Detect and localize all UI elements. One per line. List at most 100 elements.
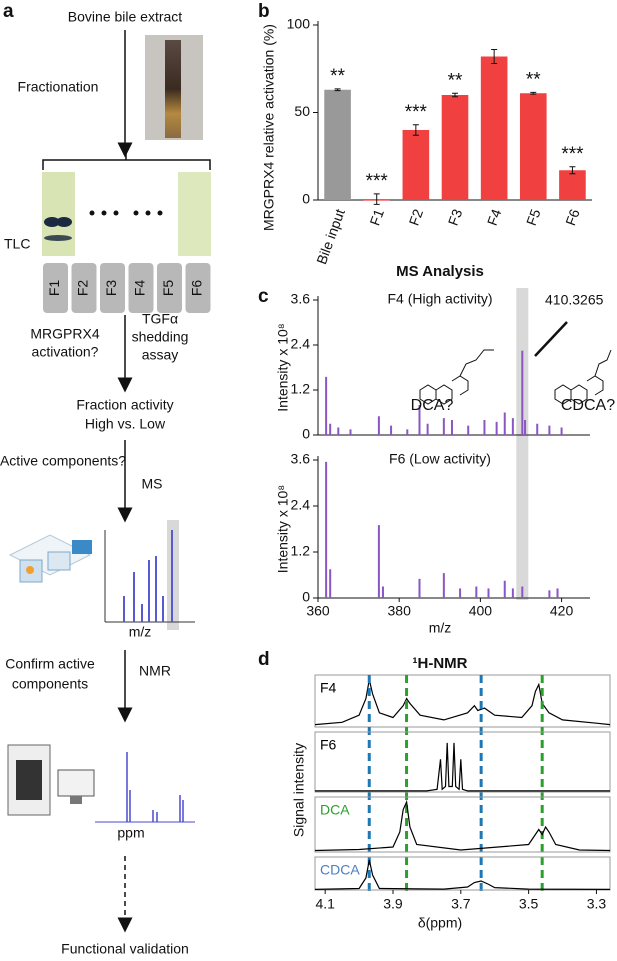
- bar: [324, 89, 351, 200]
- panel-label: c: [258, 286, 269, 307]
- y-axis-label: Intensity x 10⁸: [275, 323, 291, 411]
- nmr-trace: [315, 742, 610, 792]
- error-bar: [373, 193, 380, 205]
- error-bar: [530, 91, 537, 95]
- bar: [441, 95, 469, 200]
- y-tick-label: 1.2: [291, 543, 311, 559]
- annotation: CDCA?: [561, 397, 615, 414]
- x-tick-label: F1: [366, 207, 387, 228]
- tlc-plate: [178, 172, 211, 256]
- tlc-spot: [44, 235, 72, 241]
- x-tick-label: F3: [445, 207, 466, 228]
- fraction-label: F4: [132, 280, 148, 297]
- nmr-trace: [314, 859, 611, 890]
- question: MRGPRX4: [30, 326, 99, 342]
- error-bar: [334, 88, 341, 92]
- y-tick-label: 50: [294, 103, 310, 119]
- fraction-box: [43, 263, 68, 313]
- axis-label: m/z: [129, 624, 152, 640]
- significance: **: [448, 70, 463, 91]
- bar: [402, 130, 430, 200]
- ms-instrument: [8, 534, 92, 583]
- x-axis-label: m/z: [429, 620, 452, 636]
- step: Fractionation: [18, 79, 99, 95]
- y-tick-label: 0: [302, 426, 310, 442]
- structures: [419, 321, 612, 405]
- significance: ***: [366, 171, 389, 192]
- y-tick-label: 3.6: [291, 451, 311, 467]
- x-tick-label: Bile input: [313, 207, 348, 267]
- nmr-trace: [314, 679, 611, 726]
- fraction-label: F2: [75, 280, 91, 297]
- annotation: DCA?: [411, 397, 454, 414]
- tlc-spot: [44, 217, 60, 227]
- bar: [480, 56, 508, 200]
- panel-frame: [314, 731, 611, 793]
- trace-label: CDCA: [320, 862, 360, 878]
- fraction-box: [71, 263, 97, 313]
- mini-spectrum: [104, 520, 195, 630]
- assay: shedding: [132, 329, 189, 345]
- trace-label: F4: [320, 680, 337, 696]
- panel-a: a Bovine bile extract Fractionation TLC …: [0, 1, 211, 957]
- panel-title: F4 (High activity): [387, 291, 492, 307]
- fraction-box: [157, 263, 182, 313]
- method: NMR: [139, 663, 171, 679]
- x-tick-label: F4: [484, 207, 505, 228]
- x-tick-label: F6: [562, 207, 583, 228]
- significance: ***: [561, 144, 584, 165]
- ellipsis: [89, 210, 163, 216]
- x-tick-label: F2: [406, 207, 427, 228]
- x-tick-label: 4.1: [315, 896, 335, 912]
- y-tick-label: 2.4: [291, 336, 311, 352]
- bar: [519, 93, 547, 200]
- question: Confirm active: [5, 656, 95, 672]
- trace-label: DCA: [320, 802, 350, 818]
- error-bar: [491, 49, 498, 64]
- fraction-box: [100, 263, 125, 313]
- mini-nmr: [95, 752, 195, 823]
- bracket: [42, 153, 211, 170]
- chart-title: MS Analysis: [396, 263, 484, 280]
- result: High vs. Low: [85, 416, 166, 432]
- error-bar: [569, 166, 576, 175]
- x-tick-label: F5: [523, 207, 544, 228]
- error-bar: [412, 124, 419, 136]
- source: Bovine bile extract: [68, 9, 183, 25]
- y-tick-label: 1.2: [291, 381, 311, 397]
- y-tick-label: 0: [302, 191, 310, 207]
- x-axis-label: δ(ppm): [418, 915, 462, 931]
- panel-label: a: [3, 1, 14, 22]
- y-tick-label: 100: [287, 16, 311, 32]
- tlc-label: TLC: [4, 236, 30, 252]
- tlc-plate: [42, 172, 75, 256]
- panel-frame: [314, 856, 611, 891]
- method: MS: [142, 476, 163, 492]
- panel-frame: [314, 796, 611, 853]
- axis-label: ppm: [117, 825, 144, 841]
- panel-frame: [314, 674, 611, 728]
- nmr-trace: [314, 799, 611, 852]
- highlight-band: [516, 288, 529, 600]
- result: Fraction activity: [76, 397, 173, 413]
- chart-title: ¹H-NMR: [413, 655, 468, 672]
- x-tick-label: 380: [388, 603, 412, 619]
- annotation: 410.3265: [545, 292, 604, 308]
- trace-label: F6: [320, 737, 337, 753]
- fraction-label: F5: [160, 280, 176, 297]
- x-tick-label: 3.9: [383, 896, 403, 912]
- y-axis-label: Signal intensity: [291, 743, 307, 837]
- x-tick-label: 360: [306, 603, 330, 619]
- significance: ***: [405, 102, 428, 123]
- x-tick-label: 3.7: [451, 896, 471, 912]
- final-step: Functional validation: [61, 941, 189, 957]
- y-axis-label: MRGPRX4 relative activation (%): [261, 24, 277, 231]
- assay: TGFα: [142, 311, 178, 327]
- error-bar: [452, 92, 458, 98]
- significance: **: [330, 66, 345, 87]
- nmr-instrument: [7, 744, 95, 816]
- fraction-label: F3: [103, 280, 119, 297]
- y-tick-label: 2.4: [291, 497, 311, 513]
- x-tick-label: 400: [469, 603, 493, 619]
